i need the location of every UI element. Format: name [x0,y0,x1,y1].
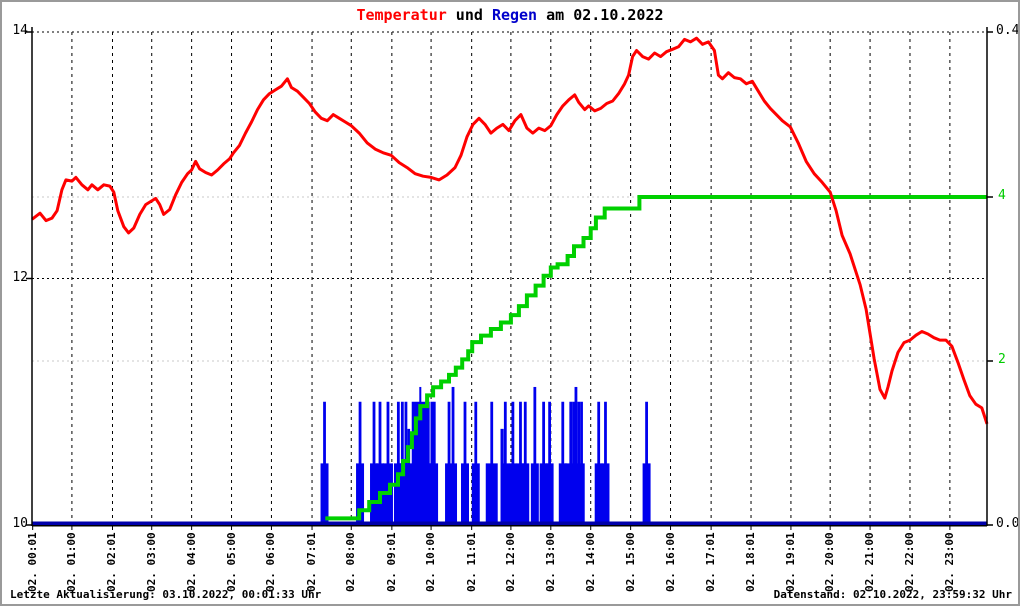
rain-bar [580,401,583,525]
footer-data-state: Datenstand: 02.10.2022, 23:59:32 Uhr [773,588,1012,601]
x-axis-label: 02. 11:01 [464,532,478,592]
rain-cumulative-series [325,195,987,521]
x-axis-label: 02. 13:00 [543,532,557,592]
rain-bar [604,401,607,525]
rain-bar [490,401,494,525]
x-axis-label: 02. 02:01 [105,532,119,592]
rain-bar [378,401,382,525]
rain-bar [542,401,546,525]
rain-bar [445,463,458,525]
x-axis-label: 02. 17:01 [704,532,718,592]
x-axis-label: 02. 05:00 [224,532,238,592]
y-axis-left-label: 12 [12,269,28,285]
rain-bar [569,401,573,525]
x-axis-label: 02. 14:00 [583,532,597,592]
y-axis-right-sum-label: 4 [998,188,1006,203]
rain-bar [463,401,467,525]
x-axis-label: 02. 00:01 [25,532,39,592]
rain-bar [572,401,575,525]
rain-bar [358,401,362,525]
title-date: am 02.10.2022 [537,6,664,24]
rain-bar [597,401,601,525]
rain-bar [511,401,515,525]
rain-bar [503,401,507,525]
x-axis-label: 02. 06:00 [264,532,278,592]
rain-bar [447,401,451,525]
rain-bar [323,401,326,525]
y-axis-right-rate-label: 0.4 [996,23,1020,38]
x-axis-label: 02. 20:00 [823,532,837,592]
temperature-series [31,36,989,425]
rain-bar [561,401,565,525]
x-axis-label: 02. 18:01 [744,532,758,592]
rain-bar [645,401,648,525]
rain-bar [577,401,581,525]
rain-baseline [32,521,987,526]
rain-bar [386,401,390,525]
rain-bar [419,386,422,525]
title-temperatur: Temperatur [356,6,447,24]
rain-bar [432,401,436,525]
x-axis-label: 02. 04:00 [184,532,198,592]
rain-bar [372,401,376,525]
rain-bar [574,386,578,525]
chart-title: Temperatur und Regen am 02.10.2022 [2,6,1018,24]
x-axis-label: 02. 22:00 [902,532,916,592]
y-axis-right-rate-label: 0.0 [996,516,1020,531]
rain-bar [430,401,434,525]
x-axis-label: 02. 07:01 [305,532,319,592]
footer-last-update: Letzte Aktualisierung: 03.10.2022, 00:01… [10,588,322,601]
y-axis-left-label: 14 [12,23,28,38]
title-regen: Regen [491,6,538,24]
rain-bar [533,386,537,525]
y-axis-left-label: 10 [12,516,28,531]
x-axis-label: 02. 16:00 [663,532,677,592]
title-und: und [446,6,492,24]
x-axis-label: 02. 09:01 [384,532,398,592]
x-axis-label: 02. 03:00 [144,532,158,592]
x-axis-label: 02. 01:00 [64,532,78,592]
rain-bar [519,401,522,525]
rain-bar [474,401,478,525]
rain-bar [451,386,455,525]
rain-bar [548,401,552,525]
x-axis-label: 02. 15:00 [623,532,637,592]
rain-bar [523,401,527,525]
x-axis-label: 02. 12:00 [503,532,517,592]
x-axis-label: 02. 21:00 [863,532,877,592]
x-axis-label: 02. 10:00 [424,532,438,592]
y-axis-right-sum-label: 2 [998,352,1006,367]
x-axis-label: 02. 08:00 [344,532,358,592]
x-axis-label: 02. 19:01 [783,532,797,592]
x-axis-label: 02. 23:00 [942,532,956,592]
